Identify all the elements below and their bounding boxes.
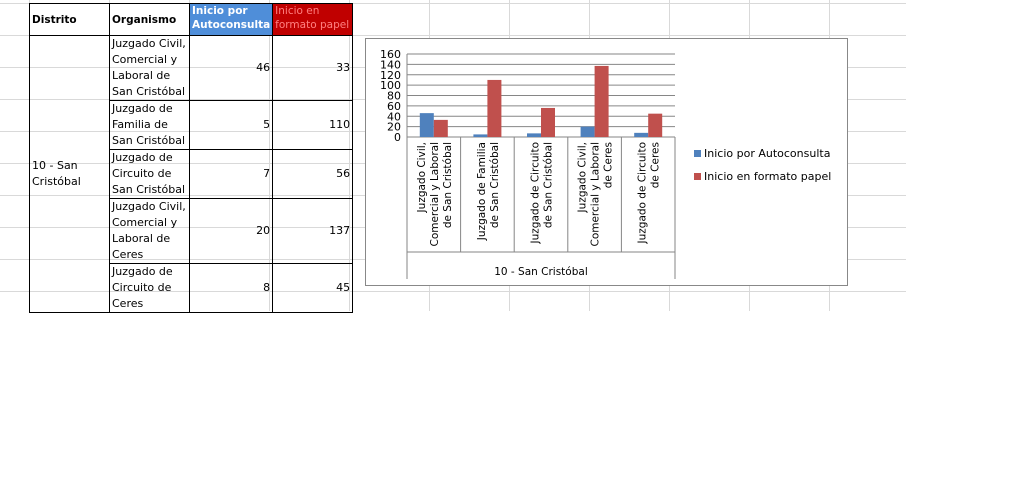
autoconsulta-cell[interactable]: 7: [188, 149, 274, 199]
autoconsulta-cell[interactable]: 20: [188, 198, 274, 264]
bar-formato-papel: [433, 119, 448, 137]
y-tick-label: 160: [380, 48, 401, 61]
category-label-group: Juzgado Civil, Comercial y Laboral de Cere…: [577, 142, 615, 247]
formato-papel-cell[interactable]: 56: [272, 149, 354, 199]
category-label: de Ceres: [603, 142, 615, 188]
data-table: Distrito Organismo Inicio por Autoconsul…: [29, 3, 354, 313]
autoconsulta-cell[interactable]: 5: [188, 100, 274, 150]
distrito-cell[interactable]: 10 - San Cristóbal: [29, 35, 110, 313]
table-row: Juzgado de Circuito de Ceres 8 45: [30, 263, 354, 313]
chart-legend[interactable]: Inicio por Autoconsulta Inicio en format…: [694, 142, 831, 188]
organismo-cell[interactable]: Juzgado de Circuito de San Cristóbal: [109, 149, 190, 199]
bar-autoconsulta: [419, 113, 434, 137]
bar-formato-papel: [541, 107, 555, 137]
y-tick-label: 60: [387, 100, 401, 113]
formato-papel-cell[interactable]: 45: [272, 263, 354, 313]
bar-chart[interactable]: 0 20 40 60 80 100 120 140 160 Juzgado Civil, Comer…: [365, 38, 848, 286]
formato-papel-cell[interactable]: 110: [272, 100, 354, 150]
category-label: Comercial y Laboral: [590, 142, 602, 247]
legend-label-autoconsulta: Inicio por Autoconsulta: [704, 147, 831, 160]
category-label-group: Juzgado de Familia de San Cristóbal: [476, 142, 501, 241]
legend-item-formato-papel: Inicio en formato papel: [694, 165, 831, 188]
y-tick-label: 80: [387, 90, 401, 103]
legend-swatch-autoconsulta: [694, 150, 701, 157]
group-label: 10 - San Cristóbal: [494, 266, 588, 278]
category-label: de San Cristóbal: [489, 142, 501, 228]
formato-papel-cell[interactable]: 137: [272, 198, 354, 264]
category-label: Juzgado Civil,: [577, 142, 589, 213]
y-tick-label: 100: [380, 79, 401, 92]
bar-formato-papel: [648, 113, 663, 137]
organismo-cell[interactable]: Juzgado de Familia de San Cristóbal: [109, 100, 190, 150]
legend-label-formato-papel: Inicio en formato papel: [704, 170, 832, 183]
category-label-group: Juzgado Civil, Comercial y Laboral de San …: [416, 142, 454, 247]
category-label: de San Cristóbal: [543, 142, 555, 228]
category-label: Juzgado Civil,: [416, 142, 428, 213]
category-label-group: Juzgado de Circuito de Ceres: [637, 142, 662, 244]
y-tick-label: 0: [394, 131, 401, 144]
bar-formato-papel: [594, 65, 609, 137]
bar-autoconsulta: [580, 126, 595, 137]
table-header-row: Distrito Organismo Inicio por Autoconsul…: [29, 3, 354, 36]
bar-formato-papel: [487, 79, 502, 137]
formato-papel-cell[interactable]: 33: [272, 35, 354, 101]
table-row: Juzgado Civil, Comercial y Laboral de Ce…: [30, 198, 354, 264]
table-row: Juzgado de Circuito de San Cristóbal 7 5…: [30, 149, 354, 199]
category-label: Juzgado de Circuito: [637, 142, 649, 244]
y-tick-label: 140: [380, 58, 401, 71]
legend-item-autoconsulta: Inicio por Autoconsulta: [694, 142, 831, 165]
bar-autoconsulta: [473, 134, 488, 137]
bar-autoconsulta: [634, 132, 649, 137]
y-tick-label: 120: [380, 69, 401, 82]
organismo-cell[interactable]: Juzgado Civil, Comercial y Laboral de Ce…: [109, 198, 190, 264]
category-label-group: Juzgado de Circuito de San Cristóbal: [530, 142, 555, 244]
header-organismo[interactable]: Organismo: [109, 3, 190, 36]
category-label: de Ceres: [650, 142, 662, 188]
category-label: Juzgado de Familia: [476, 142, 488, 241]
autoconsulta-cell[interactable]: 46: [188, 35, 274, 101]
header-distrito[interactable]: Distrito: [29, 3, 110, 36]
header-formato-papel[interactable]: Inicio en formato papel: [272, 3, 354, 36]
organismo-cell[interactable]: Juzgado de Circuito de Ceres: [109, 263, 190, 313]
header-autoconsulta[interactable]: Inicio por Autoconsulta: [188, 3, 274, 36]
category-label: Juzgado de Circuito: [530, 142, 542, 244]
organismo-cell[interactable]: Juzgado Civil, Comercial y Laboral de Sa…: [109, 35, 190, 101]
category-label: de San Cristóbal: [442, 142, 454, 228]
table-row: 10 - San Cristóbal Juzgado Civil, Comerc…: [29, 35, 354, 313]
y-tick-label: 40: [387, 110, 401, 123]
legend-swatch-formato-papel: [694, 173, 701, 180]
autoconsulta-cell[interactable]: 8: [188, 263, 274, 313]
table-row: Juzgado de Familia de San Cristóbal 5 11…: [30, 100, 354, 150]
bar-autoconsulta: [527, 133, 541, 137]
category-label: Comercial y Laboral: [429, 142, 441, 247]
y-tick-label: 20: [387, 121, 401, 134]
